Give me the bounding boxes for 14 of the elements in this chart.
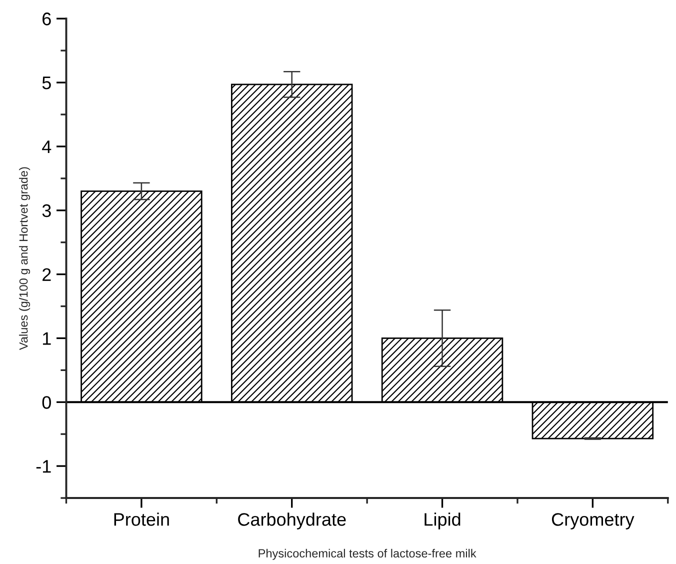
x-tick-label: Protein bbox=[114, 512, 169, 526]
y-tick-label: 5 bbox=[42, 76, 51, 90]
y-tick-label: 0 bbox=[42, 396, 51, 409]
x-tick-label: Lipid bbox=[424, 512, 460, 530]
x-axis-title: Physicochemical tests of lactose-free milk bbox=[258, 548, 476, 560]
y-tick-label: -1 bbox=[36, 460, 51, 473]
y-tick-label: 6 bbox=[42, 12, 51, 26]
y-tick-label: 1 bbox=[43, 332, 51, 345]
y-tick-label: 2 bbox=[42, 268, 51, 281]
y-axis-title: Values (g/100 g and Hortvet grade) bbox=[19, 167, 30, 350]
x-tick-label: Cryometry bbox=[552, 513, 634, 530]
y-tick-label: 3 bbox=[42, 204, 51, 218]
y-tick-label: 4 bbox=[42, 140, 52, 153]
x-tick-label: Carbohydrate bbox=[238, 512, 346, 530]
